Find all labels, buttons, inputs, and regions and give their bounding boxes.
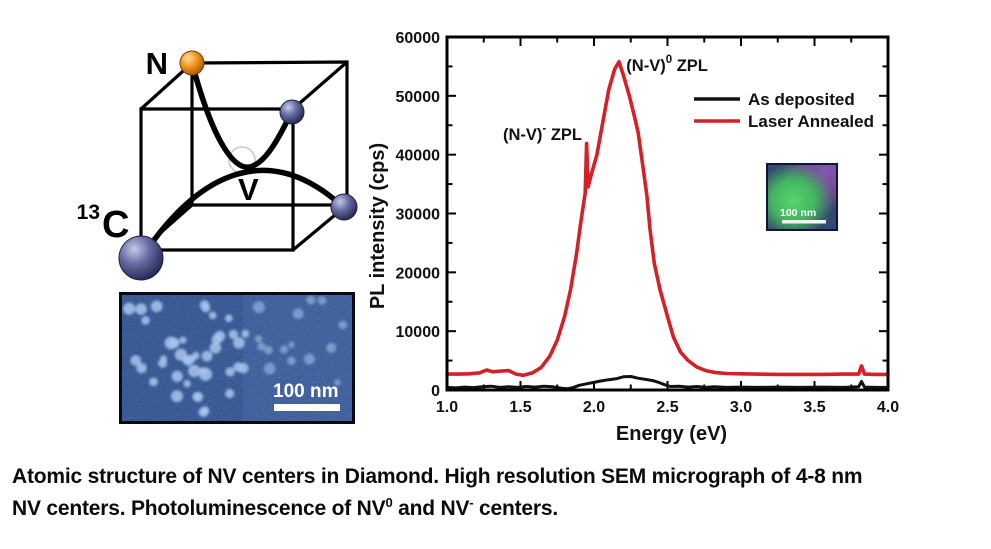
sem-noise-texture: [119, 292, 355, 424]
carbon13-label: C: [102, 204, 129, 246]
nitrogen-label: N: [146, 46, 168, 81]
x-tick-label: 3.5: [803, 399, 825, 416]
x-axis-title: Energy (eV): [616, 423, 727, 445]
sem-border: [119, 292, 355, 424]
x-tick-label: 2.0: [583, 399, 605, 416]
x-tick-label: 1.0: [436, 399, 458, 416]
y-tick-label: 40000: [396, 148, 441, 165]
caption-line-2: NV centers. Photoluminescence of NV0 and…: [12, 493, 987, 525]
carbon13-atom: [118, 235, 164, 281]
x-tick-label: 4.0: [877, 399, 899, 416]
figure-caption: Atomic structure of NV centers in Diamon…: [12, 461, 987, 525]
legend-label-1: Laser Annealed: [748, 112, 874, 131]
caption-text: centers.: [473, 497, 558, 520]
plot-frame: [445, 35, 890, 392]
series-laser-annealed: [445, 59, 890, 378]
inset-border: [766, 163, 838, 231]
y-tick-label: 30000: [396, 207, 441, 224]
sem-nanoparticles: [123, 295, 347, 417]
vacancy-label: V: [238, 172, 259, 207]
y-axis-title: PL intensity (cps): [367, 143, 389, 309]
nv-bonds: [139, 60, 346, 260]
y-tick-label: 50000: [396, 89, 441, 106]
y-tick-label: 10000: [396, 324, 441, 341]
x-tick-label: 2.5: [656, 399, 678, 416]
annotation-nv0-zpl: (N-V)0 ZPL: [626, 54, 708, 75]
inset-noise-texture: [766, 163, 838, 231]
caption-text: NV centers. Photoluminescence of NV: [12, 497, 386, 520]
x-tick-label: 3.0: [730, 399, 752, 416]
sem-micrograph: 100 nm: [119, 292, 355, 424]
confocal-inset-image: 100 nm: [766, 163, 838, 231]
series-as-deposited: [445, 375, 890, 391]
nv-structure-diagram: N 13 C V: [77, 46, 358, 281]
sem-scale-bar: [274, 404, 340, 411]
carbon13-isotope-label: 13: [77, 201, 100, 224]
legend-label-0: As deposited: [748, 90, 855, 109]
x-tick-label: 1.5: [509, 399, 531, 416]
caption-superscript: -: [469, 495, 474, 510]
inset-scale-label: 100 nm: [780, 207, 816, 219]
y-tick-label: 0: [431, 383, 440, 400]
sem-scale-label: 100 nm: [273, 381, 338, 402]
carbon-atom-bottom-right: [330, 193, 358, 221]
axis-ticks: [446, 36, 889, 391]
y-tick-label: 60000: [396, 30, 441, 47]
annotation-nv-minus-zpl: (N-V)- ZPL: [503, 123, 582, 144]
caption-superscript: 0: [385, 495, 393, 510]
nitrogen-atom: [179, 50, 205, 76]
y-tick-label: 20000: [396, 265, 441, 282]
inset-scale-bar: [782, 220, 826, 224]
caption-text: and NV: [392, 497, 470, 520]
caption-line-1: Atomic structure of NV centers in Diamon…: [12, 465, 863, 488]
legend: As deposited Laser Annealed: [694, 90, 874, 131]
carbon-atom-top-right: [279, 99, 305, 125]
